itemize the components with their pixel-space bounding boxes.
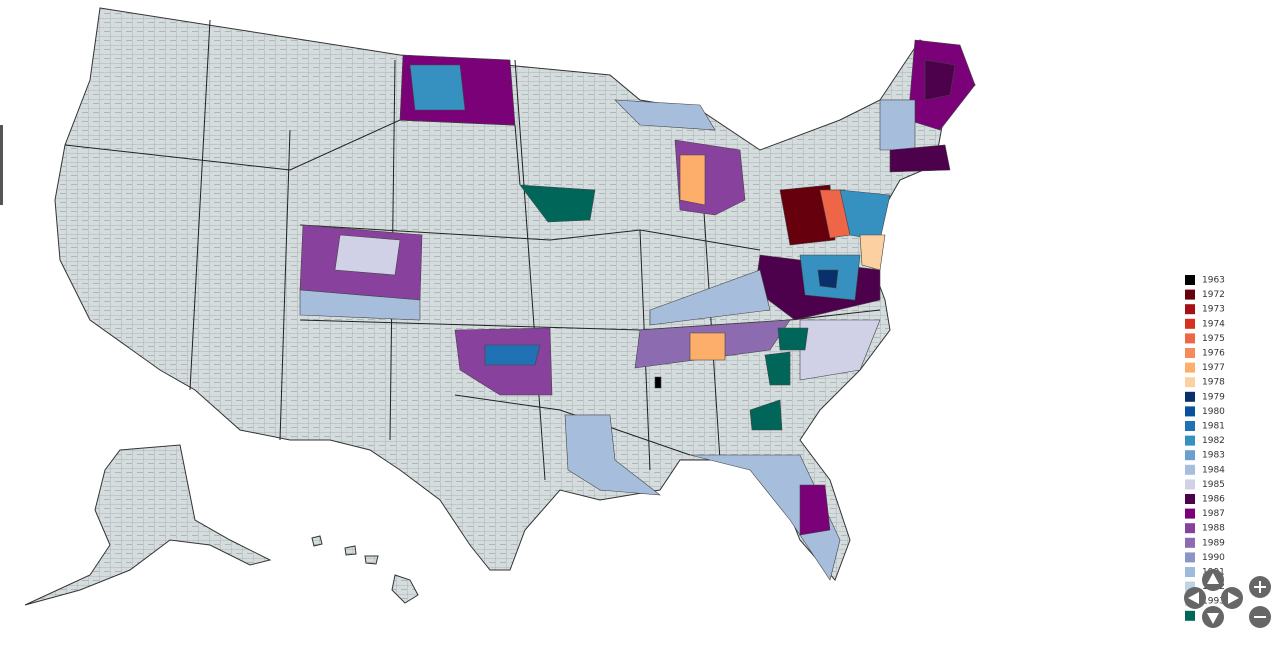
legend-swatch — [1185, 552, 1195, 563]
legend-swatch — [1185, 508, 1195, 519]
legend-swatch — [1185, 275, 1195, 285]
region — [799, 319, 881, 381]
us-outline — [54, 7, 976, 581]
legend-label: 1986 — [1202, 495, 1225, 505]
legend-swatch — [1185, 464, 1195, 475]
legend-swatch — [1185, 435, 1195, 446]
pan-up-button[interactable] — [1202, 569, 1224, 591]
legend-label: 1981 — [1202, 422, 1225, 432]
region — [777, 327, 809, 351]
alaska — [24, 444, 272, 606]
hawaii — [311, 535, 419, 604]
legend: 1963 1972 1973 1974 1975 1976 1977 1978 1979 1980… — [1185, 275, 1225, 621]
legend-swatch — [1185, 523, 1195, 534]
legend-label: 1982 — [1202, 436, 1225, 446]
legend-label: 1985 — [1202, 480, 1225, 490]
legend-label: 1988 — [1202, 524, 1225, 534]
region — [519, 184, 596, 223]
legend-label: 1990 — [1202, 553, 1225, 563]
legend-label: 1983 — [1202, 451, 1225, 461]
legend-swatch — [1185, 362, 1195, 373]
legend-label: 1973 — [1202, 305, 1225, 315]
legend-swatch — [1185, 581, 1195, 592]
pan-right-button[interactable] — [1221, 587, 1243, 609]
legend-swatch — [1185, 289, 1195, 300]
legend-label: 1993 — [1202, 597, 1225, 607]
legend-swatch — [1185, 610, 1195, 621]
region — [679, 154, 706, 206]
legend-label: 1980 — [1202, 407, 1225, 417]
legend-label: 1972 — [1202, 290, 1225, 300]
legend-swatch — [1185, 537, 1195, 548]
region — [299, 289, 421, 321]
legend-label: 1987 — [1202, 509, 1225, 519]
region — [817, 269, 839, 289]
region — [409, 64, 466, 111]
legend-swatch — [1185, 406, 1195, 417]
side-tab[interactable] — [0, 125, 3, 205]
legend-label: 1977 — [1202, 363, 1225, 373]
region — [749, 399, 783, 431]
legend-swatch — [1185, 333, 1195, 344]
region — [614, 99, 716, 131]
region — [779, 184, 836, 246]
region — [924, 59, 956, 101]
legend-label: 1989 — [1202, 538, 1225, 548]
legend-label: 1975 — [1202, 334, 1225, 344]
map-navigation — [1184, 569, 1271, 628]
legend-swatch — [1185, 391, 1195, 402]
legend-swatch — [1185, 479, 1195, 490]
legend-label: 1976 — [1202, 349, 1225, 359]
legend-swatch — [1185, 494, 1195, 504]
region — [564, 414, 661, 496]
legend-swatch — [1185, 348, 1195, 358]
legend-label: 1984 — [1202, 465, 1225, 475]
region — [334, 234, 401, 276]
region — [859, 234, 886, 271]
zoom-out-button[interactable] — [1249, 606, 1271, 628]
region — [484, 344, 541, 366]
legend-swatch — [1185, 304, 1195, 315]
legend-label: 1978 — [1202, 378, 1225, 388]
legend-swatch — [1185, 318, 1195, 329]
region — [764, 351, 791, 386]
pan-down-button[interactable] — [1202, 606, 1224, 628]
zoom-in-button[interactable] — [1249, 576, 1271, 598]
legend-swatch — [1185, 421, 1195, 431]
legend-swatch — [1185, 567, 1195, 577]
region — [654, 376, 662, 389]
legend-label: 1974 — [1202, 319, 1225, 329]
region — [799, 484, 831, 536]
pan-left-button[interactable] — [1184, 587, 1206, 609]
region — [889, 144, 951, 173]
region — [689, 332, 726, 361]
legend-swatch — [1185, 450, 1195, 461]
legend-label: 1963 — [1202, 276, 1225, 286]
legend-swatch — [1185, 377, 1195, 388]
legend-label: 1979 — [1202, 392, 1225, 402]
region — [649, 269, 771, 326]
region — [879, 99, 916, 151]
